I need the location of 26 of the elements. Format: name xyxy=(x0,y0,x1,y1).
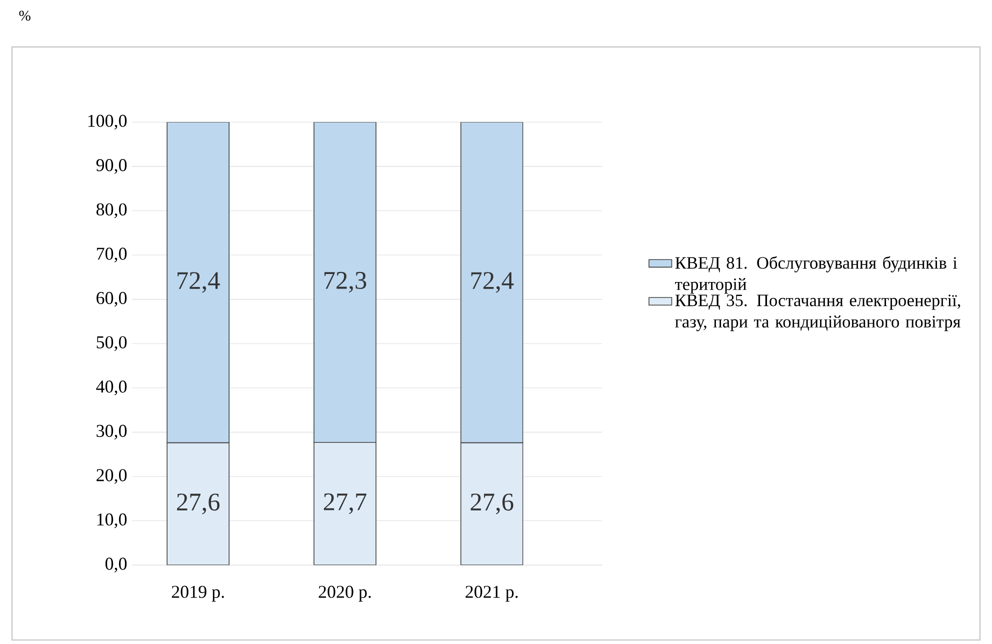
legend-label: КВЕД 81. Обслуговування будинків і територій xyxy=(675,256,958,294)
y-tick-label: 40,0 xyxy=(96,380,127,396)
y-tick-label: 90,0 xyxy=(96,159,127,174)
y-tick-label: 80,0 xyxy=(96,203,127,218)
y-tick-label: 100,0 xyxy=(88,114,127,130)
x-tick-label: 2021 р. xyxy=(466,586,518,602)
data-label: 72,4 xyxy=(471,272,514,293)
x-tick-label: 2019 р. xyxy=(172,586,224,602)
y-tick-label: 30,0 xyxy=(96,424,127,440)
y-tick-label: 70,0 xyxy=(96,248,127,262)
y-tick-label: 60,0 xyxy=(96,292,127,307)
y-tick-label: 0,0 xyxy=(105,558,127,572)
data-label: 72,3 xyxy=(324,272,366,293)
bar xyxy=(460,122,524,444)
x-tick-label: 2020 р. xyxy=(318,586,371,602)
y-tick-label: 10,0 xyxy=(97,513,127,528)
data-label: 72,4 xyxy=(178,272,220,293)
data-label: 27,7 xyxy=(324,493,366,514)
text: % xyxy=(19,10,30,21)
bar xyxy=(314,122,376,443)
y-tick-label: 50,0 xyxy=(96,336,127,351)
data-label: 27,6 xyxy=(470,494,514,514)
legend-label: КВЕД 35. Постачання електроенергії, газу, пари та кондиційованого повітря xyxy=(675,294,960,332)
y-tick-label: 20,0 xyxy=(96,469,127,484)
data-label: 27,6 xyxy=(177,494,220,514)
bar xyxy=(166,122,230,444)
